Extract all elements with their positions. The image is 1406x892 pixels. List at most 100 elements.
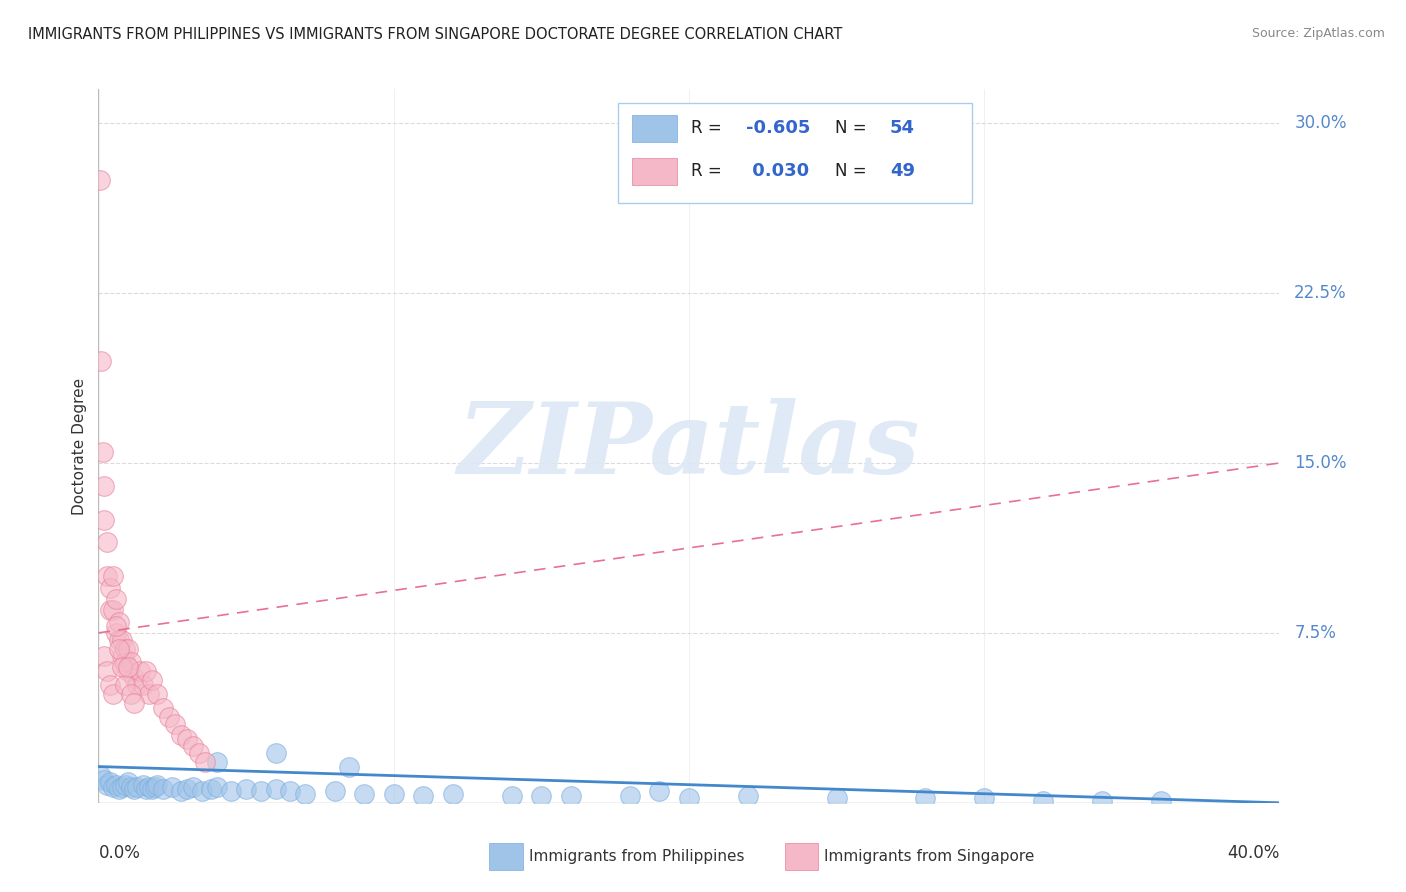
Point <box>103 687 125 701</box>
Point <box>138 687 160 701</box>
Point <box>117 775 139 789</box>
Point <box>96 665 118 679</box>
Point <box>353 787 375 801</box>
Point <box>108 615 131 629</box>
Text: 22.5%: 22.5% <box>1295 284 1347 302</box>
Point <box>125 678 148 692</box>
Point <box>501 789 523 803</box>
Point <box>264 746 287 760</box>
Point <box>530 789 553 803</box>
Point <box>90 354 112 368</box>
Point <box>111 632 134 647</box>
Point <box>200 782 222 797</box>
Point <box>122 696 145 710</box>
Point <box>132 778 155 792</box>
Point <box>111 780 134 794</box>
Point <box>138 780 160 794</box>
Point <box>103 569 125 583</box>
Point <box>93 478 115 492</box>
Point <box>619 789 641 803</box>
Point <box>382 787 405 801</box>
Point <box>98 775 121 789</box>
Point <box>264 782 287 797</box>
Point <box>1091 793 1114 807</box>
Point <box>120 780 142 794</box>
Point <box>114 778 136 792</box>
Point <box>125 780 148 794</box>
FancyBboxPatch shape <box>619 103 973 203</box>
Point <box>152 782 174 797</box>
Point <box>205 755 228 769</box>
Bar <box>633 158 678 185</box>
Point <box>96 569 118 583</box>
Point <box>176 732 198 747</box>
Point <box>122 782 145 797</box>
Point <box>141 673 163 688</box>
Text: N =: N = <box>835 162 872 180</box>
Point <box>441 787 464 801</box>
Point <box>191 784 214 798</box>
Point <box>98 581 121 595</box>
Point <box>117 641 139 656</box>
Point <box>90 769 112 783</box>
Point <box>108 641 131 656</box>
Point <box>152 700 174 714</box>
Point <box>117 660 139 674</box>
Point <box>93 648 115 663</box>
Point <box>235 782 257 797</box>
Point <box>132 678 155 692</box>
Point <box>205 780 228 794</box>
Text: 49: 49 <box>890 162 915 180</box>
Point <box>294 787 316 801</box>
Point <box>105 626 128 640</box>
Text: -0.605: -0.605 <box>745 120 810 137</box>
Point <box>91 444 114 458</box>
Point <box>146 778 169 792</box>
Point <box>170 728 193 742</box>
Point <box>98 603 121 617</box>
Bar <box>633 115 678 142</box>
Point <box>560 789 582 803</box>
Point <box>648 784 671 798</box>
Point <box>96 778 118 792</box>
Point <box>96 535 118 549</box>
Point <box>825 791 848 805</box>
Point <box>111 660 134 674</box>
Point <box>1150 793 1173 807</box>
Point <box>176 782 198 797</box>
Point <box>108 632 131 647</box>
Point <box>108 782 131 797</box>
Point <box>114 656 136 670</box>
Point <box>143 780 166 794</box>
Text: ZIPatlas: ZIPatlas <box>458 398 920 494</box>
Point <box>105 591 128 606</box>
Point <box>103 780 125 794</box>
Point <box>98 678 121 692</box>
Point <box>157 709 180 723</box>
Point <box>280 784 302 798</box>
Point <box>165 716 187 731</box>
Text: Immigrants from Singapore: Immigrants from Singapore <box>824 849 1035 863</box>
Text: Immigrants from Philippines: Immigrants from Philippines <box>529 849 744 863</box>
Point <box>162 780 183 794</box>
Point <box>1032 793 1054 807</box>
Point <box>973 791 995 805</box>
Point <box>89 173 111 187</box>
Point <box>103 603 125 617</box>
Point <box>105 778 128 792</box>
Text: 0.0%: 0.0% <box>98 844 141 862</box>
Text: 30.0%: 30.0% <box>1295 114 1347 132</box>
Point <box>914 791 936 805</box>
Text: 54: 54 <box>890 120 915 137</box>
Text: R =: R = <box>692 162 727 180</box>
Point <box>117 665 139 679</box>
Point <box>187 746 209 760</box>
Point <box>141 782 163 797</box>
Text: R =: R = <box>692 120 727 137</box>
Point <box>339 759 361 773</box>
Point <box>120 656 142 670</box>
Point <box>737 789 759 803</box>
Text: 7.5%: 7.5% <box>1295 624 1336 642</box>
Text: Source: ZipAtlas.com: Source: ZipAtlas.com <box>1251 27 1385 40</box>
Point <box>170 784 193 798</box>
